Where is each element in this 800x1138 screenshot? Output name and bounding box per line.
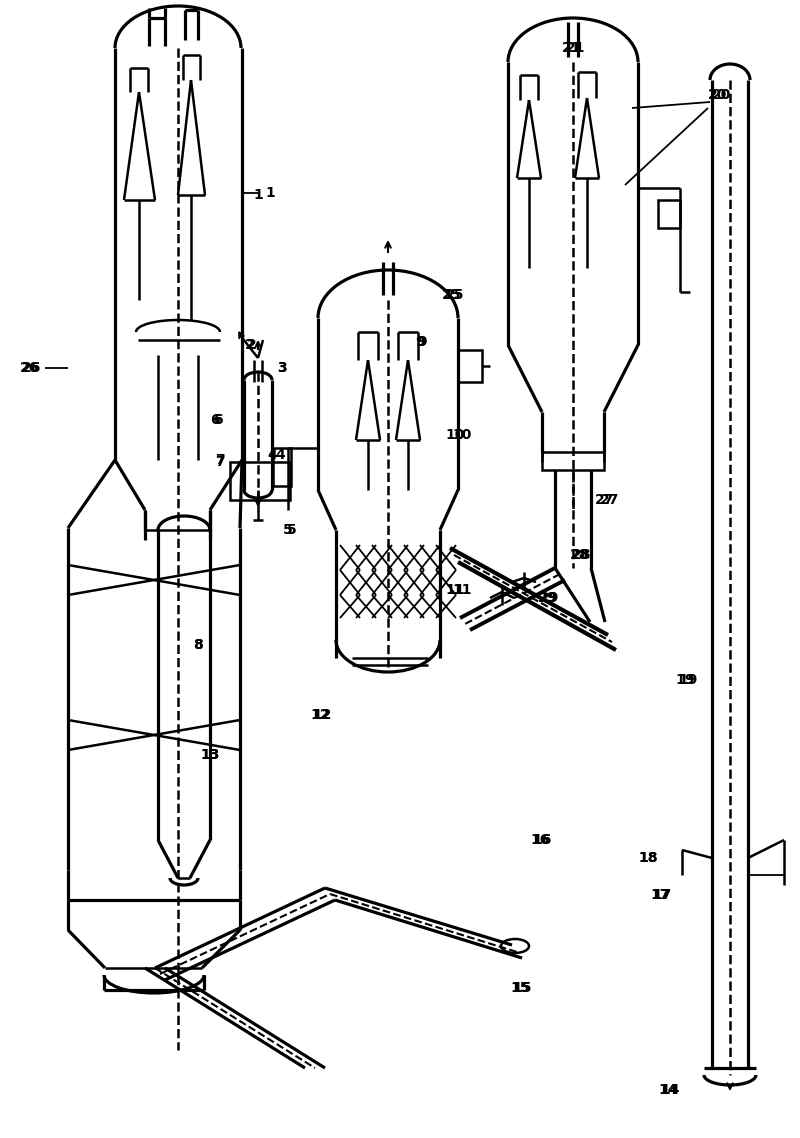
Text: 14: 14 bbox=[660, 1083, 680, 1097]
Text: 27: 27 bbox=[595, 493, 614, 508]
Text: 1: 1 bbox=[265, 185, 275, 200]
Text: 20: 20 bbox=[712, 88, 732, 102]
Text: 13: 13 bbox=[200, 748, 220, 762]
Text: 2: 2 bbox=[245, 338, 255, 352]
Text: 6: 6 bbox=[210, 413, 220, 427]
Text: 25: 25 bbox=[442, 288, 462, 302]
Text: 11: 11 bbox=[446, 583, 465, 597]
Text: 11: 11 bbox=[452, 583, 472, 597]
Text: 8: 8 bbox=[193, 638, 203, 652]
Text: 17: 17 bbox=[652, 888, 672, 902]
Text: 9: 9 bbox=[415, 335, 425, 349]
Text: 28: 28 bbox=[570, 549, 590, 562]
Text: 9: 9 bbox=[417, 335, 427, 349]
Text: 14: 14 bbox=[658, 1083, 678, 1097]
Bar bbox=[658, 200, 680, 228]
Text: 4: 4 bbox=[267, 448, 277, 462]
Text: 21: 21 bbox=[562, 41, 582, 55]
Text: 16: 16 bbox=[532, 833, 552, 847]
Text: 5: 5 bbox=[283, 523, 293, 537]
Text: 15: 15 bbox=[510, 981, 530, 995]
Text: 1: 1 bbox=[253, 188, 263, 203]
Text: 26: 26 bbox=[22, 361, 42, 376]
Text: 7: 7 bbox=[215, 455, 225, 469]
Text: 19: 19 bbox=[675, 673, 694, 687]
Text: 8: 8 bbox=[193, 638, 203, 652]
Text: 13: 13 bbox=[200, 748, 220, 762]
Text: 27: 27 bbox=[600, 493, 620, 508]
Text: 7: 7 bbox=[215, 453, 225, 467]
Text: 5: 5 bbox=[287, 523, 297, 537]
Text: 19: 19 bbox=[678, 673, 698, 687]
Text: 12: 12 bbox=[310, 708, 330, 721]
Text: 3: 3 bbox=[277, 361, 287, 376]
Bar bbox=[542, 452, 604, 470]
Bar bbox=[230, 462, 290, 500]
Text: 3: 3 bbox=[277, 361, 287, 376]
Text: 10: 10 bbox=[452, 428, 472, 442]
Text: 29: 29 bbox=[540, 591, 560, 605]
Text: 15: 15 bbox=[512, 981, 532, 995]
Text: 20: 20 bbox=[708, 88, 728, 102]
Text: 4: 4 bbox=[275, 448, 285, 462]
Text: 12: 12 bbox=[312, 708, 332, 721]
Bar bbox=[458, 351, 482, 382]
Text: 6: 6 bbox=[213, 413, 223, 427]
Text: 10: 10 bbox=[446, 428, 465, 442]
Text: 29: 29 bbox=[538, 591, 558, 605]
Text: 21: 21 bbox=[566, 41, 586, 55]
Text: 26: 26 bbox=[20, 361, 40, 376]
Bar bbox=[273, 448, 291, 486]
Text: 18: 18 bbox=[638, 851, 658, 865]
Text: 25: 25 bbox=[446, 288, 465, 302]
Text: 16: 16 bbox=[530, 833, 550, 847]
Text: 18: 18 bbox=[638, 851, 658, 865]
Text: 17: 17 bbox=[650, 888, 670, 902]
Text: 2: 2 bbox=[247, 338, 257, 352]
Text: 28: 28 bbox=[572, 549, 592, 562]
